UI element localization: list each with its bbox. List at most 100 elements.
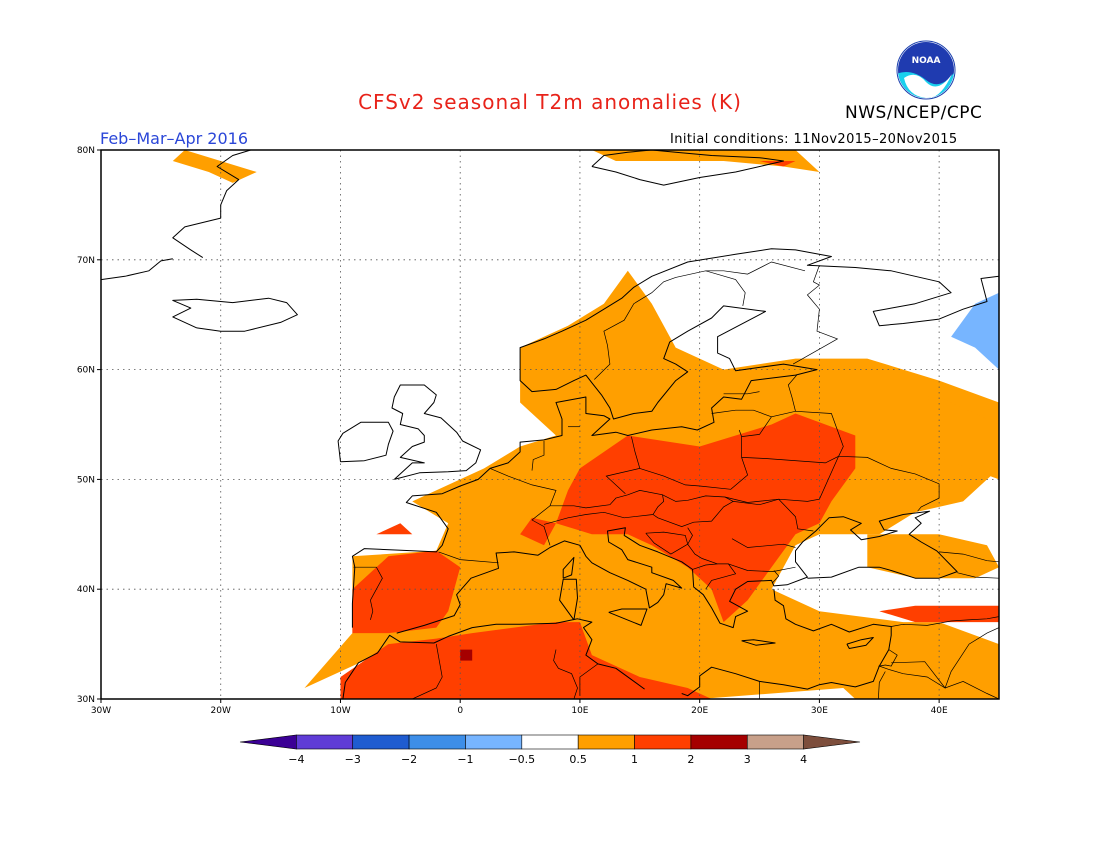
country-border-24 bbox=[939, 551, 999, 563]
coastline-10 bbox=[562, 556, 575, 579]
country-border-3 bbox=[531, 441, 545, 471]
colorbar-label: −1 bbox=[457, 753, 473, 766]
colorbar-label: −4 bbox=[288, 753, 304, 766]
coastline-4 bbox=[391, 384, 482, 480]
map-title: CFSv2 seasonal T2m anomalies (K) bbox=[358, 90, 742, 114]
colorbar-segment bbox=[577, 734, 635, 750]
colorbar-segment bbox=[408, 734, 466, 750]
lon-tick-label: 40E bbox=[931, 706, 948, 716]
colorbar-segment bbox=[352, 734, 410, 750]
colorbar-label: −2 bbox=[401, 753, 417, 766]
country-border-8 bbox=[724, 496, 814, 532]
country-border-11 bbox=[728, 563, 796, 572]
lon-tick-label: 20W bbox=[211, 706, 231, 716]
colorbar-label: 2 bbox=[687, 753, 694, 766]
lat-tick-label: 80N bbox=[77, 146, 95, 156]
colorbar-segment bbox=[296, 734, 354, 750]
country-border-19 bbox=[795, 410, 844, 457]
lat-tick-label: 40N bbox=[77, 585, 95, 595]
anomaly-region-2 bbox=[591, 150, 820, 172]
country-border-6 bbox=[639, 429, 749, 490]
coastline-14 bbox=[591, 150, 784, 186]
anomaly-region-11 bbox=[376, 523, 413, 535]
logo-text: NOAA bbox=[912, 56, 941, 66]
country-border-2 bbox=[489, 468, 557, 546]
plot-area bbox=[101, 150, 999, 699]
anomaly-region-10 bbox=[759, 161, 796, 167]
colorbar-label: −0.5 bbox=[508, 753, 535, 766]
coastline-9 bbox=[559, 578, 578, 621]
country-border-9 bbox=[733, 455, 840, 506]
lon-tick-label: 0 bbox=[457, 706, 463, 716]
coastline-7 bbox=[172, 150, 251, 259]
country-border-10 bbox=[731, 538, 796, 548]
country-border-22 bbox=[594, 270, 746, 380]
coastline-1 bbox=[396, 510, 958, 634]
country-border-33 bbox=[412, 644, 443, 699]
season-label: Feb–Mar–Apr 2016 bbox=[100, 129, 248, 148]
colorbar-label: −3 bbox=[345, 753, 361, 766]
coastline-3 bbox=[342, 618, 645, 699]
country-border-26 bbox=[772, 570, 780, 583]
country-border-17 bbox=[723, 391, 760, 395]
country-border-29 bbox=[878, 671, 886, 699]
lat-tick-label: 50N bbox=[77, 475, 95, 485]
anomaly-region-3 bbox=[927, 391, 999, 480]
lon-tick-label: 30E bbox=[811, 706, 828, 716]
colorbar-label: 0.5 bbox=[569, 753, 587, 766]
anomaly-region-8 bbox=[520, 517, 556, 546]
country-border-0 bbox=[438, 551, 499, 564]
colorbar-segment bbox=[465, 734, 523, 750]
lon-tick-label: 30W bbox=[91, 706, 111, 716]
country-border-14 bbox=[645, 531, 689, 555]
country-border-7 bbox=[652, 494, 734, 527]
anomaly-region-12 bbox=[460, 649, 473, 661]
colorbar-label: 4 bbox=[800, 753, 807, 766]
anomaly-region-5 bbox=[556, 413, 856, 623]
noaa-logo-icon: NOAA bbox=[896, 40, 956, 100]
colorbar-segment bbox=[239, 734, 297, 750]
anomaly-region-9 bbox=[879, 605, 999, 623]
coastline-6 bbox=[172, 297, 298, 332]
lon-tick-label: 10W bbox=[330, 706, 350, 716]
country-border-20 bbox=[792, 265, 839, 365]
map-frame bbox=[100, 149, 1000, 700]
country-border-25 bbox=[957, 572, 999, 579]
lat-tick-label: 30N bbox=[77, 695, 95, 705]
colorbar-segment bbox=[690, 734, 748, 750]
organization-label: NWS/NCEP/CPC bbox=[845, 103, 983, 123]
country-border-27 bbox=[891, 616, 999, 627]
country-border-18 bbox=[838, 455, 940, 512]
colorbar: −4 −3 −2 −1 −0.5 0.5 1 2 3 4 bbox=[239, 734, 861, 766]
country-border-21 bbox=[705, 261, 806, 275]
coastline-0 bbox=[351, 248, 999, 628]
lat-tick-label: 60N bbox=[77, 366, 95, 376]
anomaly-region-7 bbox=[340, 622, 712, 699]
anomaly-region-1 bbox=[172, 150, 257, 183]
country-border-16 bbox=[711, 409, 772, 418]
colorbar-segment bbox=[521, 734, 579, 750]
lat-tick-label: 70N bbox=[77, 256, 95, 266]
country-border-12 bbox=[692, 563, 737, 590]
lon-tick-label: 20E bbox=[691, 706, 708, 716]
coastline-2 bbox=[681, 589, 892, 697]
coastline-12 bbox=[741, 639, 776, 646]
anomaly-region-13 bbox=[951, 292, 999, 370]
country-border-1 bbox=[353, 566, 383, 620]
colorbar-segment bbox=[746, 734, 804, 750]
coastline-5 bbox=[337, 421, 394, 463]
country-border-4 bbox=[543, 490, 665, 525]
country-border-30 bbox=[891, 627, 999, 689]
coastline-13 bbox=[846, 637, 874, 649]
country-border-13 bbox=[687, 527, 718, 565]
colorbar-label: 1 bbox=[631, 753, 638, 766]
coastline-11 bbox=[608, 608, 648, 626]
colorbar-segment bbox=[634, 734, 692, 750]
country-border-32 bbox=[579, 663, 599, 696]
initial-conditions-label: Initial conditions: 11Nov2015–20Nov2015 bbox=[670, 132, 958, 147]
anomaly-region-6 bbox=[352, 550, 461, 634]
anomaly-region-4 bbox=[867, 534, 999, 579]
country-border-28 bbox=[877, 649, 999, 699]
country-border-34 bbox=[553, 649, 578, 699]
